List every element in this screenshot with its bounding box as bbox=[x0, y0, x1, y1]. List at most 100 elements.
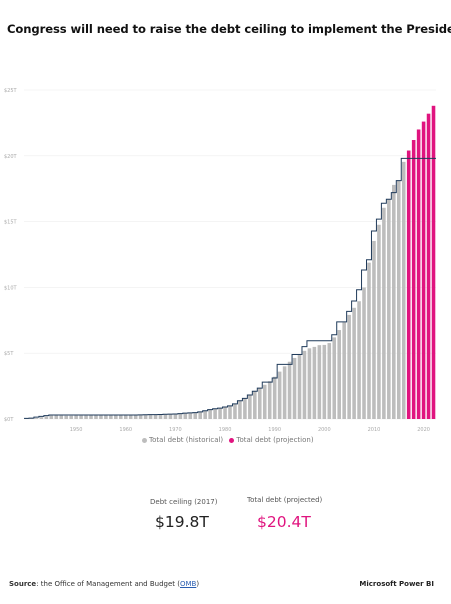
x-tick-label: 1980 bbox=[219, 427, 232, 433]
bar-historical[interactable] bbox=[158, 414, 163, 419]
bar-historical[interactable] bbox=[347, 314, 351, 419]
bar-historical[interactable] bbox=[387, 198, 391, 419]
y-tick-label: $5T bbox=[4, 351, 14, 357]
bar-historical[interactable] bbox=[188, 412, 193, 419]
bar-historical[interactable] bbox=[243, 398, 247, 419]
bar-historical[interactable] bbox=[257, 388, 262, 419]
bar-historical[interactable] bbox=[178, 413, 183, 419]
bar-historical[interactable] bbox=[123, 415, 128, 419]
bar-historical[interactable] bbox=[64, 415, 68, 419]
bar-historical[interactable] bbox=[138, 414, 143, 419]
bar-historical[interactable] bbox=[44, 416, 49, 419]
bar-projection[interactable] bbox=[406, 150, 411, 419]
bar-historical[interactable] bbox=[277, 371, 282, 419]
bar-historical[interactable] bbox=[54, 415, 59, 419]
bar-projection[interactable] bbox=[421, 121, 426, 420]
bar-historical[interactable] bbox=[49, 415, 54, 419]
bar-historical[interactable] bbox=[362, 287, 366, 419]
y-tick-label: $15T bbox=[4, 220, 18, 226]
bar-historical[interactable] bbox=[327, 343, 332, 419]
legend: Total debt (historical) Total debt (proj… bbox=[142, 436, 318, 444]
bar-historical[interactable] bbox=[163, 414, 168, 419]
bar-historical[interactable] bbox=[272, 376, 277, 419]
debt-chart: $0T$5T$10T$15T$20T$25T 1950 1960 1970 1980 1… bbox=[4, 88, 436, 433]
x-tick-label: 2020 bbox=[417, 427, 430, 433]
bar-historical[interactable] bbox=[401, 161, 406, 419]
bar-historical[interactable] bbox=[193, 412, 198, 419]
bar-historical[interactable] bbox=[168, 414, 173, 419]
bar-historical[interactable] bbox=[312, 346, 317, 419]
bar-historical[interactable] bbox=[109, 415, 113, 419]
y-tick-label: $10T bbox=[4, 285, 18, 291]
bar-historical[interactable] bbox=[99, 415, 103, 419]
bar-historical[interactable] bbox=[392, 184, 396, 419]
bar-historical[interactable] bbox=[183, 413, 188, 419]
bar-historical[interactable] bbox=[223, 407, 227, 419]
bar-historical[interactable] bbox=[39, 417, 44, 419]
bar-historical[interactable] bbox=[297, 354, 302, 419]
bar-historical[interactable] bbox=[367, 262, 371, 419]
bar-historical[interactable] bbox=[198, 411, 203, 419]
bar-historical[interactable] bbox=[153, 414, 158, 419]
bar-historical[interactable] bbox=[292, 357, 297, 419]
bar-historical[interactable] bbox=[89, 415, 93, 419]
omb-link[interactable]: OMB bbox=[179, 580, 197, 588]
bar-historical[interactable] bbox=[94, 415, 98, 419]
bar-historical[interactable] bbox=[262, 384, 267, 419]
bar-historical[interactable] bbox=[287, 361, 292, 419]
bar-projection[interactable] bbox=[431, 105, 436, 420]
bar-historical[interactable] bbox=[114, 415, 118, 419]
bar-historical[interactable] bbox=[233, 403, 237, 419]
y-tick-label: $20T bbox=[4, 154, 18, 160]
bar-historical[interactable] bbox=[119, 415, 123, 419]
y-axis-ticks: $0T $5T $10T $15T $20T $25T bbox=[4, 88, 18, 423]
bar-historical[interactable] bbox=[128, 415, 133, 419]
bar-historical[interactable] bbox=[84, 415, 88, 419]
bar-historical[interactable] bbox=[69, 415, 73, 419]
bar-historical[interactable] bbox=[267, 381, 272, 419]
bar-historical[interactable] bbox=[248, 395, 252, 419]
bar-historical[interactable] bbox=[173, 413, 178, 419]
bar-projection[interactable] bbox=[416, 129, 421, 420]
bar-historical[interactable] bbox=[238, 400, 242, 419]
bar-historical[interactable] bbox=[357, 301, 361, 419]
bar-historical[interactable] bbox=[29, 418, 34, 419]
chart-title: Congress will need to raise the debt cei… bbox=[7, 22, 451, 36]
bar-historical[interactable] bbox=[218, 408, 222, 419]
kpi-total-debt-label: Total debt (projected) bbox=[247, 496, 323, 504]
bar-historical[interactable] bbox=[104, 415, 108, 419]
bar-historical[interactable] bbox=[317, 345, 322, 419]
bar-historical[interactable] bbox=[337, 330, 341, 419]
bar-historical[interactable] bbox=[307, 348, 312, 419]
bar-historical[interactable] bbox=[332, 337, 337, 419]
bar-historical[interactable] bbox=[143, 414, 148, 419]
bar-historical[interactable] bbox=[203, 410, 207, 419]
bar-historical[interactable] bbox=[302, 350, 307, 419]
bar-historical[interactable] bbox=[282, 366, 287, 419]
bar-historical[interactable] bbox=[74, 415, 78, 419]
legend-item-historical[interactable]: Total debt (historical) bbox=[142, 436, 223, 444]
bar-historical[interactable] bbox=[342, 322, 346, 419]
bar-historical[interactable] bbox=[322, 344, 327, 419]
bar-historical[interactable] bbox=[352, 307, 356, 419]
bar-historical[interactable] bbox=[396, 180, 401, 419]
bar-historical[interactable] bbox=[59, 415, 64, 419]
bar-historical[interactable] bbox=[377, 224, 381, 419]
kpi-debt-ceiling-label: Debt ceiling (2017) bbox=[150, 498, 218, 506]
bar-historical[interactable] bbox=[208, 409, 212, 419]
x-axis-ticks: 1950 1960 1970 1980 1990 2000 2010 2020 bbox=[70, 427, 430, 433]
bar-historical[interactable] bbox=[372, 240, 376, 419]
bar-projection[interactable] bbox=[411, 140, 416, 419]
x-tick-label: 1950 bbox=[70, 427, 83, 433]
bar-historical[interactable] bbox=[148, 414, 153, 419]
bar-historical[interactable] bbox=[213, 408, 217, 419]
bar-historical[interactable] bbox=[79, 415, 83, 419]
legend-item-projection[interactable]: Total debt (projection) bbox=[229, 436, 314, 444]
bar-historical[interactable] bbox=[228, 405, 232, 419]
bar-historical[interactable] bbox=[133, 415, 138, 419]
bar-historical[interactable] bbox=[34, 418, 39, 419]
bar-historical[interactable] bbox=[253, 390, 257, 419]
bar-historical[interactable] bbox=[382, 207, 386, 419]
kpi-debt-ceiling-value: $19.8T bbox=[155, 513, 209, 531]
bar-projection[interactable] bbox=[426, 113, 431, 420]
